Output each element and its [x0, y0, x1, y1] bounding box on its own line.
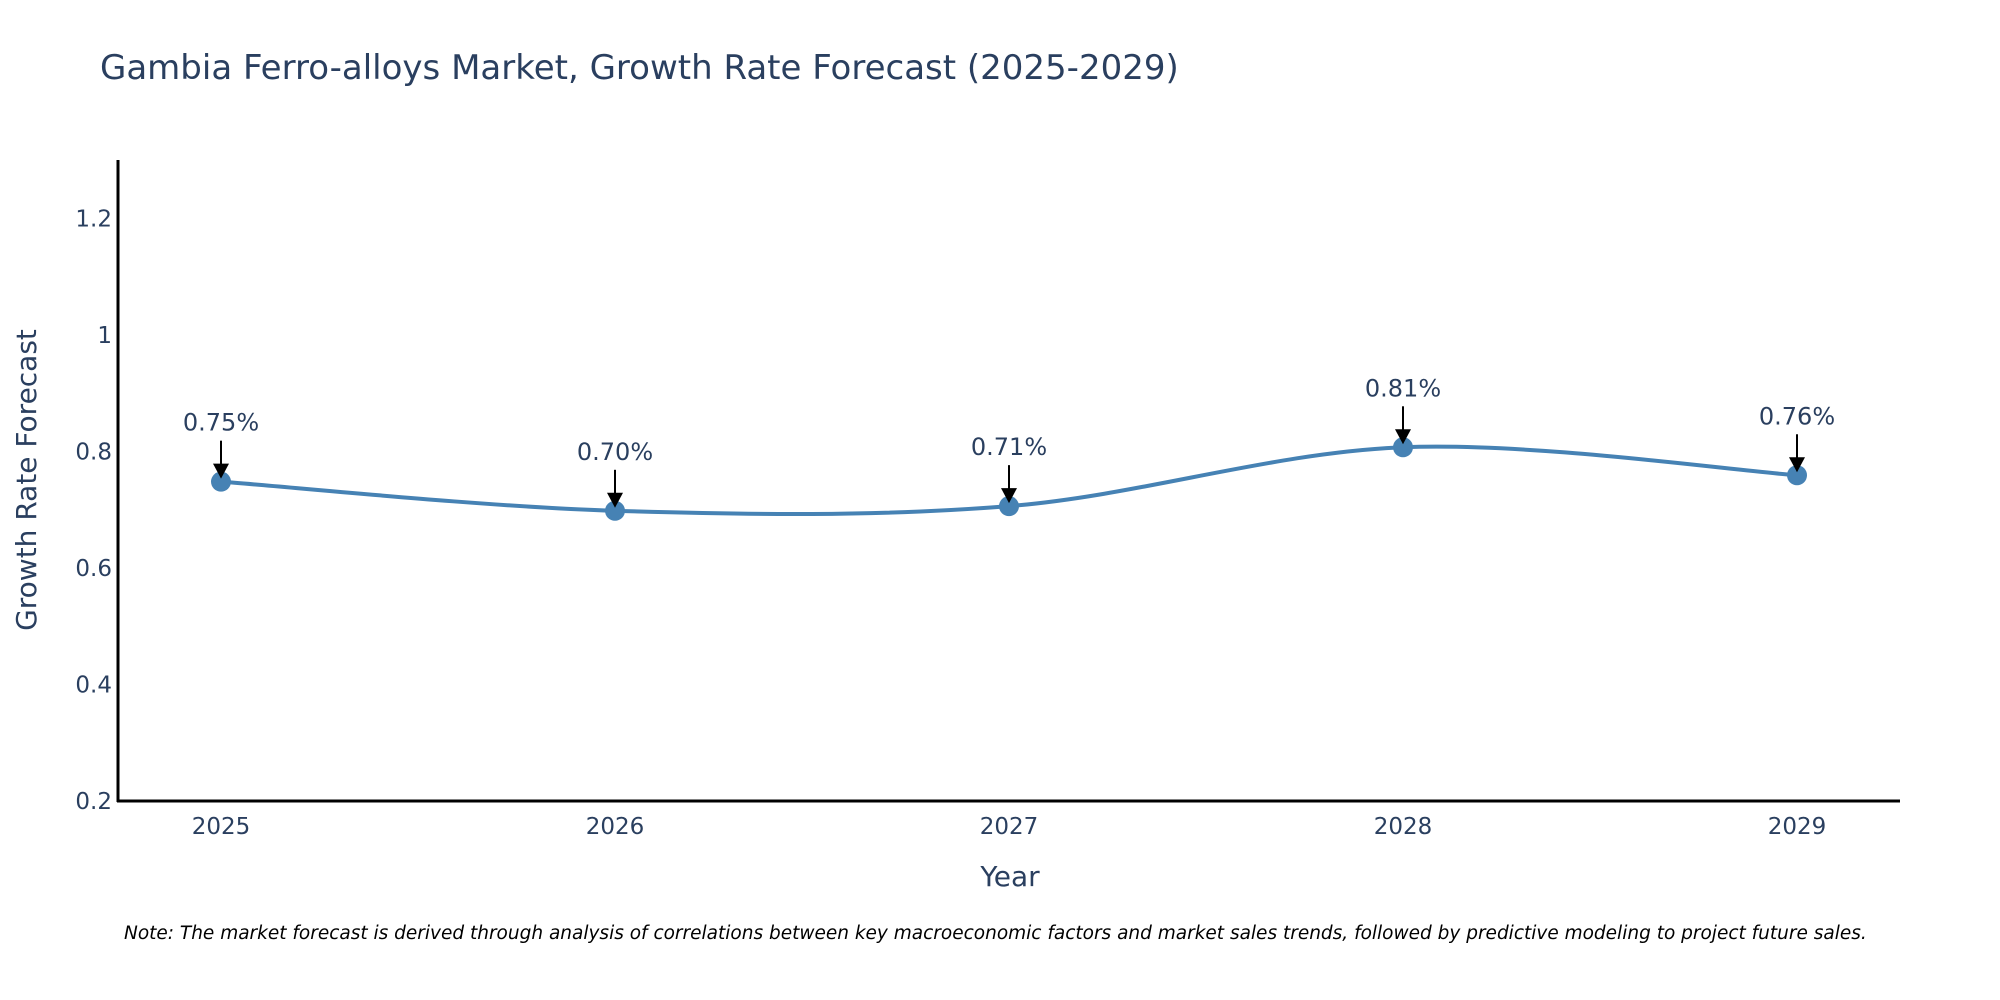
- x-tick-labels: 2025 2026 2027 2028 2029: [192, 814, 1827, 840]
- data-annotation: 0.71%: [971, 433, 1047, 504]
- y-axis-title: Growth Rate Forecast: [10, 329, 43, 631]
- x-axis-title: Year: [979, 860, 1040, 893]
- y-tick-label: 0.2: [75, 789, 112, 815]
- y-tick-label: 1: [97, 323, 112, 349]
- y-tick-label: 1.2: [75, 206, 112, 232]
- annotation-arrow-head: [607, 492, 623, 508]
- x-tick-label: 2029: [1768, 814, 1827, 840]
- footnote: Note: The market forecast is derived thr…: [124, 923, 1867, 944]
- y-tick-label: 0.8: [75, 439, 112, 465]
- data-point: [211, 471, 231, 492]
- axes: [116, 160, 1900, 803]
- data-point: [1787, 465, 1807, 486]
- y-tick-labels: 0.2 0.4 0.6 0.8 1 1.2: [75, 206, 112, 815]
- data-annotations: 0.75% 0.70% 0.71% 0.81% 0.76%: [183, 374, 1835, 508]
- data-point: [999, 496, 1019, 517]
- y-tick-label: 0.4: [75, 672, 112, 698]
- x-tick-label: 2028: [1374, 814, 1433, 840]
- x-tick-label: 2026: [586, 814, 645, 840]
- data-point: [605, 500, 625, 521]
- data-label: 0.71%: [971, 433, 1047, 461]
- series-growth-rate: 0.75% 0.70% 0.71% 0.81% 0.76%: [183, 374, 1835, 521]
- annotation-arrow-head: [1395, 429, 1411, 445]
- data-annotation: 0.70%: [577, 438, 653, 508]
- data-label: 0.81%: [1365, 374, 1441, 402]
- data-annotation: 0.76%: [1759, 402, 1835, 473]
- data-point: [1393, 437, 1413, 458]
- data-annotation: 0.75%: [183, 409, 259, 479]
- series-markers: [211, 437, 1807, 521]
- annotation-arrow-head: [1001, 488, 1017, 504]
- data-label: 0.70%: [577, 438, 653, 466]
- y-tick-label: 0.6: [75, 556, 112, 582]
- annotation-arrow-head: [213, 463, 229, 479]
- chart-title: Gambia Ferro-alloys Market, Growth Rate …: [100, 48, 1179, 88]
- annotation-arrow-head: [1789, 457, 1805, 473]
- data-label: 0.75%: [183, 409, 259, 437]
- x-tick-label: 2027: [980, 814, 1039, 840]
- x-tick-label: 2025: [192, 814, 251, 840]
- data-annotation: 0.81%: [1365, 374, 1441, 445]
- data-label: 0.76%: [1759, 402, 1835, 430]
